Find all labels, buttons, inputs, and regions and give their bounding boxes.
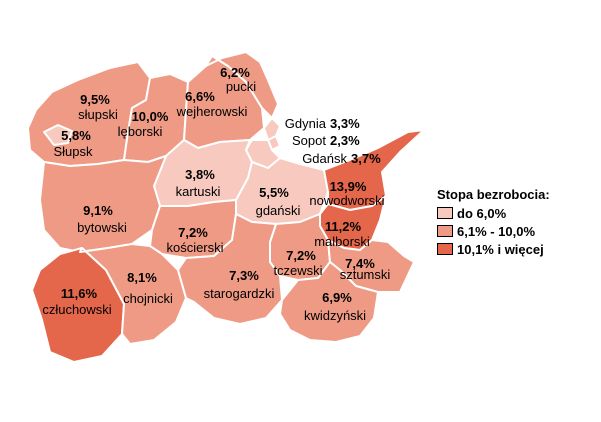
name-slupsk: Słupsk — [53, 144, 93, 159]
value-malborski: 11,2% — [324, 219, 362, 234]
name-chojnicki: chojnicki — [123, 291, 173, 306]
value-chojnicki: 8,1% — [127, 270, 157, 285]
name-slupski: słupski — [78, 107, 118, 122]
value-gdansk: 3,7% — [351, 151, 381, 166]
name-sopot: Sopot — [292, 133, 326, 148]
value-slupsk: 5,8% — [61, 128, 91, 143]
legend-swatch-low — [437, 207, 453, 219]
value-kwidzynski: 6,9% — [322, 290, 352, 305]
district-chojnicki — [79, 243, 187, 345]
name-sztumski: sztumski — [339, 267, 391, 282]
value-koscierski: 7,2% — [178, 225, 208, 240]
value-bytowski: 9,1% — [83, 203, 113, 218]
legend-swatch-high — [437, 243, 453, 255]
value-wejherowski: 6,6% — [185, 89, 215, 104]
district-gdynia — [263, 117, 281, 141]
name-kwidzynski: kwidzyński — [303, 308, 367, 323]
name-starogardzki: starogardzki — [203, 286, 275, 301]
value-tczewski: 7,2% — [286, 248, 316, 263]
name-leborski: lęborski — [117, 124, 163, 139]
name-pucki: pucki — [225, 79, 257, 94]
legend-label-high: 10,1% i więcej — [457, 241, 544, 257]
legend-item-high: 10,1% i więcej — [437, 240, 550, 258]
value-gdanski: 5,5% — [259, 185, 289, 200]
value-sztumski: 7,4% — [345, 256, 375, 271]
value-kartuski: 3,8% — [185, 167, 215, 182]
name-gdynia: Gdynia — [284, 116, 326, 131]
name-malborski: malborski — [314, 234, 370, 249]
legend-title: Stopa bezrobocia: — [437, 187, 550, 202]
name-czluchowski: człuchowski — [42, 302, 112, 317]
value-starogardzki: 7,3% — [229, 268, 259, 283]
value-slupski: 9,5% — [80, 92, 110, 107]
value-czluchowski: 11,6% — [60, 286, 98, 301]
name-koscierski: kościerski — [166, 240, 224, 255]
name-kartuski: kartuski — [175, 184, 221, 199]
legend-item-low: do 6,0% — [437, 204, 550, 222]
legend-swatch-mid — [437, 225, 453, 237]
district-słupsk — [43, 124, 73, 146]
district-pucki — [205, 51, 279, 119]
value-nowodworski: 13,9% — [329, 179, 367, 194]
district-kwidzyński — [279, 261, 379, 343]
value-pucki: 6,2% — [220, 65, 250, 80]
district-starogardzki — [177, 213, 283, 325]
legend-label-low: do 6,0% — [457, 205, 507, 221]
name-bytowski: bytowski — [77, 220, 127, 235]
value-gdynia: 3,3% — [330, 116, 360, 131]
legend-label-mid: 6,1% - 10,0% — [457, 223, 536, 239]
name-gdanski: gdański — [255, 203, 301, 218]
name-nowodworski: nowodworski — [309, 193, 385, 208]
name-tczewski: tczewski — [273, 263, 323, 278]
value-sopot: 2,3% — [330, 133, 360, 148]
legend-item-mid: 6,1% - 10,0% — [437, 222, 550, 240]
map-legend: Stopa bezrobocia: do 6,0% 6,1% - 10,0% 1… — [437, 187, 550, 258]
name-wejherowski: wejherowski — [176, 104, 248, 119]
value-leborski: 10,0% — [131, 109, 169, 124]
name-gdansk: Gdańsk — [302, 151, 347, 166]
